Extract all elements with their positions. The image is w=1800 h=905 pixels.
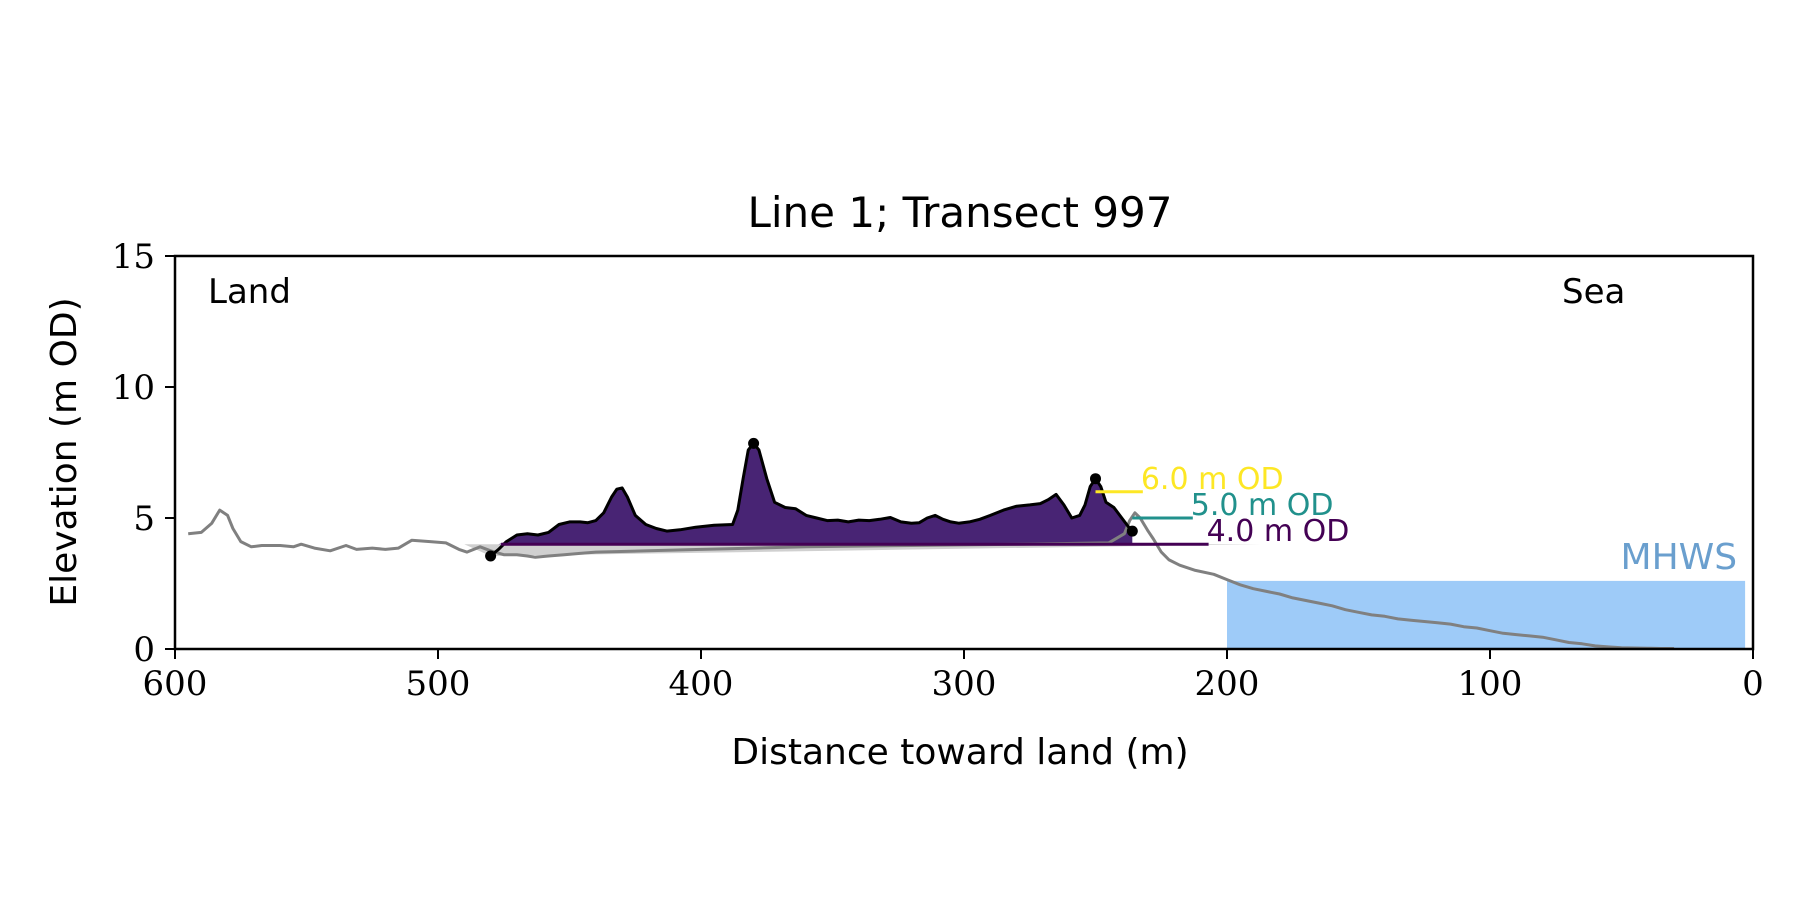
y-axis-label: Elevation (m OD) — [44, 297, 85, 606]
x-axis-label: Distance toward land (m) — [731, 732, 1188, 773]
land-label: Land — [208, 272, 291, 312]
plot-frame — [173, 254, 1755, 651]
sea-label: Sea — [1562, 272, 1625, 312]
dune-marker-2 — [1090, 473, 1101, 485]
x-tick-label-5: 100 — [1458, 664, 1523, 704]
baseline-wedge — [464, 544, 1262, 556]
x-tick-label-4: 200 — [1195, 664, 1260, 704]
dune-marker-3 — [1126, 525, 1138, 537]
y-tick-label-2: 10 — [112, 368, 155, 408]
dune-marker-0 — [485, 550, 497, 562]
level-label-1: 5.0 m OD — [1191, 488, 1334, 523]
level-label-0: 6.0 m OD — [1141, 462, 1284, 497]
ticks-layer: 600 500 400 300 200 100 0 0 5 10 15 — [112, 237, 1764, 704]
x-tick-label-0: 600 — [143, 664, 208, 704]
y-tick-label-1: 5 — [133, 499, 155, 539]
level-label-2: 4.0 m OD — [1207, 514, 1350, 549]
y-tick-label-3: 15 — [112, 237, 155, 277]
mhws-label: MHWS — [1621, 537, 1738, 578]
chart-title: Line 1; Transect 997 — [747, 188, 1172, 237]
x-tick-label-2: 400 — [669, 664, 734, 704]
mhws-area — [1227, 580, 1746, 649]
profile-layer: MHWS 6.0 m OD5.0 m OD4.0 m OD — [188, 437, 1746, 650]
dune-outline — [489, 441, 1134, 558]
dune-fill — [490, 443, 1133, 545]
dune-marker-1 — [748, 437, 760, 449]
x-tick-label-3: 300 — [932, 664, 997, 704]
x-tick-label-1: 500 — [406, 664, 471, 704]
y-tick-label-0: 0 — [133, 630, 155, 670]
profile-line — [188, 508, 1675, 650]
x-tick-label-6: 0 — [1742, 664, 1764, 704]
